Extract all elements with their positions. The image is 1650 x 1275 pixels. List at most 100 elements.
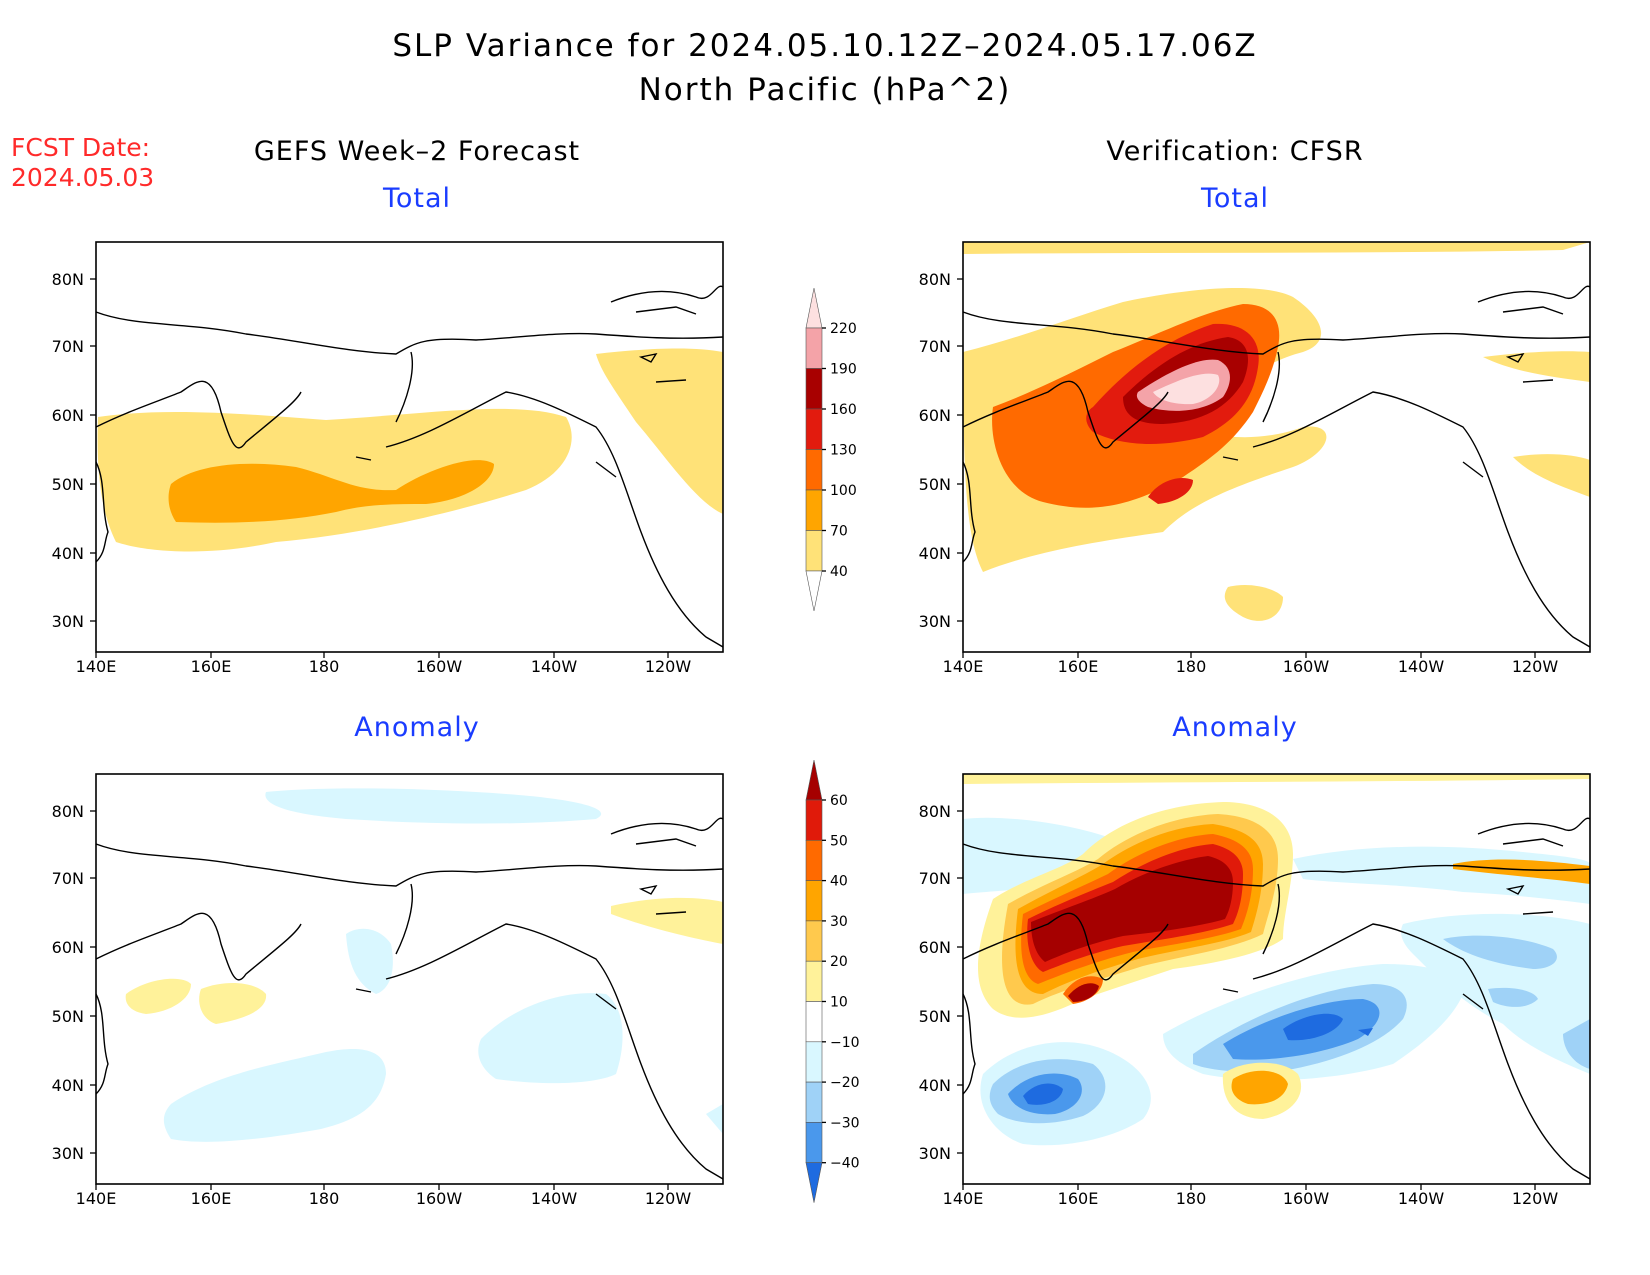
lon-tick-label: 160W <box>416 1189 463 1208</box>
lon-tick-label: 140E <box>76 1189 117 1208</box>
lat-tick-label: 40N <box>919 1076 951 1095</box>
colorbar-total-label: 160 <box>830 402 857 418</box>
lat-tick-label: 80N <box>919 802 951 821</box>
lon-tick-label: 140W <box>531 1189 578 1208</box>
lat-tick-label: 70N <box>52 337 84 356</box>
lon-tick-label: 160E <box>191 1189 232 1208</box>
colorbar-anomaly-label: 20 <box>830 954 848 970</box>
lat-tick-label: 70N <box>919 869 951 888</box>
colorbar-anomaly-label: −40 <box>830 1156 860 1172</box>
fcst-label: FCST Date: <box>11 133 151 162</box>
colorbar-anomaly-label: 40 <box>830 874 848 890</box>
colorbar-anomaly-segment <box>805 1081 823 1123</box>
lat-tick-label: 80N <box>52 270 84 289</box>
lat-tick-label: 50N <box>52 1007 84 1026</box>
colorbar-anomaly-label: 10 <box>830 995 848 1011</box>
colorbar-total-segment <box>805 368 823 410</box>
main-title: SLP Variance for 2024.05.10.12Z–2024.05.… <box>392 28 1258 64</box>
right-anomaly-label: Anomaly <box>1172 712 1298 743</box>
lat-tick-label: 30N <box>52 1144 84 1163</box>
lon-tick-label: 140W <box>1398 1189 1445 1208</box>
colorbar-anomaly-segment <box>805 1041 823 1083</box>
colorbar-total-segment <box>805 327 823 369</box>
lat-tick-label: 50N <box>919 1007 951 1026</box>
lon-tick-label: 140W <box>1398 657 1445 676</box>
lat-tick-label: 30N <box>919 1144 951 1163</box>
lat-tick-label: 60N <box>919 406 951 425</box>
colorbar-anomaly-segment <box>805 1122 823 1164</box>
fcst-date: 2024.05.03 <box>11 163 155 192</box>
lon-tick-label: 120W <box>645 657 692 676</box>
lat-tick-label: 30N <box>52 612 84 631</box>
colorbar-anomaly-label: −10 <box>830 1035 860 1051</box>
gefs-total-map <box>95 241 724 653</box>
lat-tick-label: 70N <box>52 869 84 888</box>
colorbar-anomaly-segment <box>805 960 823 1002</box>
colorbar-total-bottom-arrow <box>805 570 823 612</box>
lon-tick-label: 180 <box>309 1189 340 1208</box>
colorbar-total-label: 70 <box>830 524 848 540</box>
lon-tick-label: 140E <box>943 657 984 676</box>
lon-tick-label: 140W <box>531 657 578 676</box>
colorbar-anomaly-label: 50 <box>830 833 848 849</box>
colorbar-anomaly-bottom-arrow <box>805 1162 823 1203</box>
cfsr-anomaly-map <box>962 773 1591 1185</box>
colorbar-anomaly-label: 60 <box>830 793 848 809</box>
lon-tick-label: 180 <box>1176 1189 1207 1208</box>
lon-tick-label: 180 <box>309 657 340 676</box>
colorbar-total-segment <box>805 530 823 572</box>
colorbar-total-label: 190 <box>830 362 857 378</box>
lat-tick-label: 40N <box>919 544 951 563</box>
lon-tick-label: 160E <box>191 657 232 676</box>
lon-tick-label: 120W <box>1512 1189 1559 1208</box>
lat-tick-label: 60N <box>52 938 84 957</box>
colorbar-anomaly-segment <box>805 799 823 841</box>
lat-tick-label: 70N <box>919 337 951 356</box>
lat-tick-label: 80N <box>52 802 84 821</box>
colorbar-total-label: 220 <box>830 321 857 337</box>
colorbar-total-segment <box>805 449 823 491</box>
colorbar-total-segment <box>805 408 823 450</box>
lat-tick-label: 60N <box>919 938 951 957</box>
colorbar-anomaly-label: 30 <box>830 914 848 930</box>
left-total-label: Total <box>382 183 452 214</box>
colorbar-total-label: 100 <box>830 483 857 499</box>
main-subtitle: North Pacific (hPa^2) <box>638 72 1012 108</box>
lon-tick-label: 160W <box>1283 1189 1330 1208</box>
lat-tick-label: 40N <box>52 544 84 563</box>
colorbar-anomaly-segment <box>805 839 823 881</box>
lon-tick-label: 120W <box>645 1189 692 1208</box>
colorbar-anomaly-segment <box>805 920 823 962</box>
colorbar-anomaly-segment <box>805 1001 823 1043</box>
right-column-title: Verification: CFSR <box>1106 136 1364 167</box>
lon-tick-label: 160E <box>1058 1189 1099 1208</box>
lat-tick-label: 30N <box>919 612 951 631</box>
lat-tick-label: 60N <box>52 406 84 425</box>
colorbar-anomaly-label: −20 <box>830 1075 860 1091</box>
lon-tick-label: 160E <box>1058 657 1099 676</box>
lon-tick-label: 160W <box>1283 657 1330 676</box>
lon-tick-label: 180 <box>1176 657 1207 676</box>
colorbar-total-label: 40 <box>830 564 848 580</box>
colorbar-total-label: 130 <box>830 443 857 459</box>
lat-tick-label: 50N <box>52 475 84 494</box>
left-column-title: GEFS Week–2 Forecast <box>253 136 581 167</box>
colorbar-anomaly-top-arrow <box>805 759 823 801</box>
lon-tick-label: 140E <box>76 657 117 676</box>
lon-tick-label: 140E <box>943 1189 984 1208</box>
colorbar-total-segment <box>805 489 823 531</box>
lon-tick-label: 160W <box>416 657 463 676</box>
map-axes: 80N 70N 60N 50N 40N 30N 140E 160E 180 160W 140W 120… <box>52 270 1559 1208</box>
cfsr-total-map <box>962 241 1591 653</box>
colorbars: 220 190 160 130 100 70 40 60 50 40 30 20 10 −10 −20 −30… <box>805 287 860 1203</box>
colorbar-anomaly-label: −30 <box>830 1115 860 1131</box>
lat-tick-label: 40N <box>52 1076 84 1095</box>
right-total-label: Total <box>1200 183 1270 214</box>
lat-tick-label: 80N <box>919 270 951 289</box>
left-anomaly-label: Anomaly <box>354 712 480 743</box>
lat-tick-label: 50N <box>919 475 951 494</box>
colorbar-total-top-arrow <box>805 287 823 329</box>
colorbar-anomaly-segment <box>805 880 823 922</box>
lon-tick-label: 120W <box>1512 657 1559 676</box>
